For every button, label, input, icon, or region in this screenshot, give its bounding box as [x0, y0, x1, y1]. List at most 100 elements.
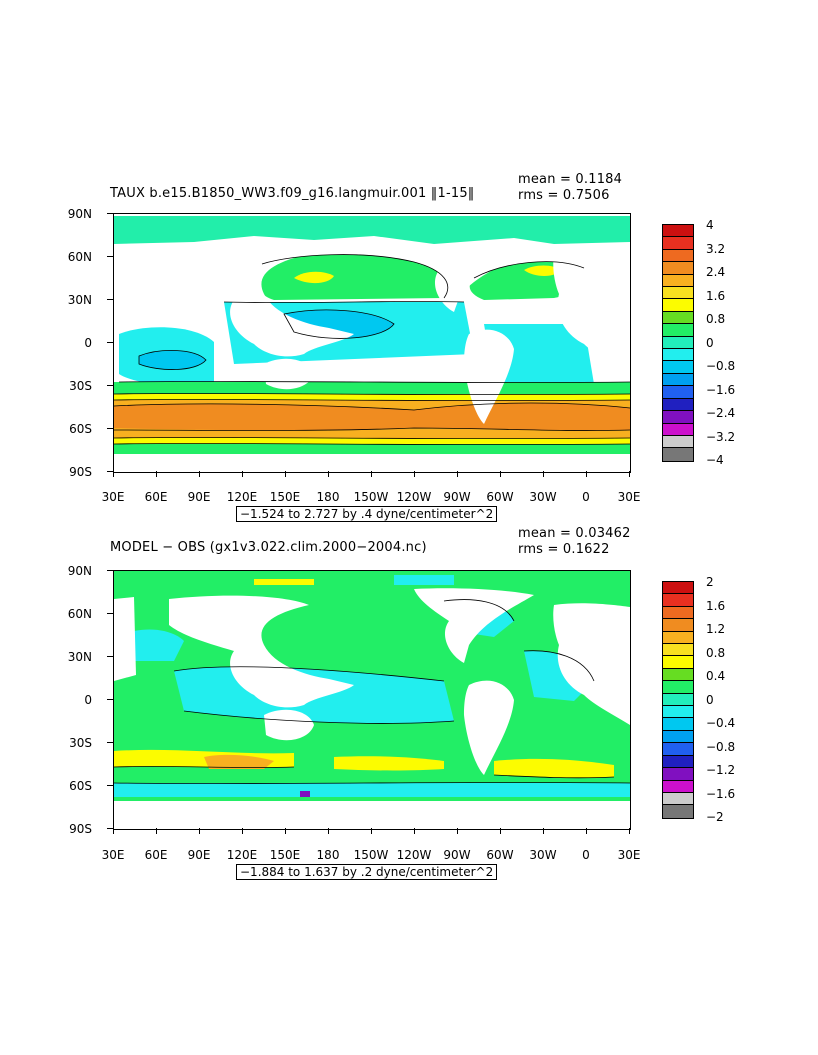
colorbar-label: −1.6: [706, 383, 736, 397]
colorbar-label: 0.8: [706, 312, 726, 326]
panel-taux: mean = 0.1184 TAUX b.e15.B1850_WW3.f09_g…: [67, 172, 736, 522]
colorbar-swatch: [663, 644, 693, 657]
axis-tick: [107, 256, 113, 257]
axis-tick: [457, 828, 458, 834]
axis-tick: [543, 471, 544, 477]
lon-label: 120W: [396, 848, 432, 862]
axis-tick: [107, 699, 113, 700]
colorbar-swatch: [663, 336, 693, 350]
landmass-australia: [264, 709, 314, 741]
lon-label: 30E: [617, 848, 641, 862]
lon-label: 120E: [226, 848, 258, 862]
colorbar-label: 1.6: [706, 599, 726, 613]
lat-label: 90N: [67, 564, 92, 578]
colorbar-label: 0: [706, 336, 714, 350]
colorbar-swatch: [663, 324, 693, 337]
landmass-africa-east: [114, 597, 136, 681]
axis-tick: [543, 828, 544, 834]
lon-label: 0: [582, 490, 590, 504]
colorbar-swatch: [663, 730, 693, 744]
axis-tick: [285, 828, 286, 834]
lat-label: 90S: [69, 822, 92, 836]
colorbar-label: 0.4: [706, 669, 726, 683]
landmass-south-america: [464, 680, 514, 775]
lon-label: 150E: [269, 848, 301, 862]
contour-region: [394, 575, 454, 585]
lat-label: 60N: [67, 250, 92, 264]
colorbar-swatch: [663, 423, 693, 436]
lon-label: 150W: [353, 848, 389, 862]
lat-label: 90N: [67, 207, 92, 221]
lat-label: 60N: [67, 607, 92, 621]
colorbar-swatch: [663, 718, 693, 731]
lon-label: 30W: [529, 490, 557, 504]
lon-label: 120W: [396, 490, 432, 504]
mean-label: mean = 0.1184: [518, 172, 623, 187]
axis-tick: [586, 471, 587, 477]
lon-label: 30E: [101, 490, 125, 504]
axis-tick: [107, 742, 113, 743]
colorbar-swatch: [663, 594, 693, 607]
axis-tick: [242, 828, 243, 834]
contour-region: [134, 629, 184, 661]
colorbar-swatch: [663, 435, 693, 449]
contour-range-label: −1.884 to 1.637 by .2 dyne/centimeter^2: [236, 864, 498, 880]
colorbar-swatch: [663, 448, 693, 461]
rms-label: rms = 0.7506: [518, 188, 610, 203]
colorbar-swatch: [663, 237, 693, 250]
colorbar: [662, 581, 694, 819]
lat-label: 0: [84, 336, 92, 350]
lat-label: 30S: [69, 379, 92, 393]
axis-tick: [328, 471, 329, 477]
colorbar-swatch: [663, 768, 693, 781]
colorbar-label: 1.2: [706, 622, 726, 636]
lon-label: 120E: [226, 490, 258, 504]
contour-region: [114, 216, 630, 244]
lon-label: 90W: [443, 490, 471, 504]
axis-tick: [107, 213, 113, 214]
axis-tick: [285, 471, 286, 477]
map-taux: [113, 213, 631, 473]
axis-tick: [500, 828, 501, 834]
axis-tick: [107, 342, 113, 343]
landmass-asia: [169, 244, 354, 357]
axis-tick: [629, 828, 630, 834]
lon-label: 90E: [187, 848, 211, 862]
mean-label: mean = 0.03462: [518, 526, 631, 541]
panel-title: MODEL − OBS (gx1v3.022.clim.2000−2004.nc…: [110, 540, 427, 555]
contour-region: [114, 403, 630, 431]
lat-label: 60S: [69, 779, 92, 793]
colorbar-label: −1.6: [706, 787, 736, 801]
colorbar-swatch: [663, 743, 693, 756]
landmass-antarctica: [114, 458, 630, 472]
colorbar-swatch: [663, 287, 693, 300]
axis-tick: [107, 299, 113, 300]
axis-tick: [107, 613, 113, 614]
colorbar-swatch: [663, 311, 693, 325]
colorbar-swatch: [663, 262, 693, 275]
landmass-north-america: [414, 588, 534, 663]
axis-tick: [199, 828, 200, 834]
axis-tick: [371, 471, 372, 477]
colorbar-label: −4: [706, 453, 724, 467]
contour-region: [114, 783, 630, 797]
lon-label: 60W: [486, 848, 514, 862]
axis-tick: [156, 471, 157, 477]
colorbar-swatch: [663, 706, 693, 719]
axis-tick: [242, 471, 243, 477]
colorbar-label: 4: [706, 218, 714, 232]
colorbar-label: −0.8: [706, 740, 736, 754]
axis-tick: [199, 471, 200, 477]
axis-tick: [113, 828, 114, 834]
axis-tick: [107, 828, 113, 829]
colorbar-label: −2.4: [706, 406, 736, 420]
lon-label: 60E: [144, 490, 168, 504]
axis-tick: [107, 385, 113, 386]
colorbar-label: 2: [706, 575, 714, 589]
colorbar: [662, 224, 694, 462]
colorbar-swatch: [663, 411, 693, 424]
colorbar-swatch: [663, 274, 693, 288]
contour-region: [204, 754, 274, 769]
lat-label: 60S: [69, 422, 92, 436]
panel-title: TAUX b.e15.B1850_WW3.f09_g16.langmuir.00…: [110, 186, 475, 201]
